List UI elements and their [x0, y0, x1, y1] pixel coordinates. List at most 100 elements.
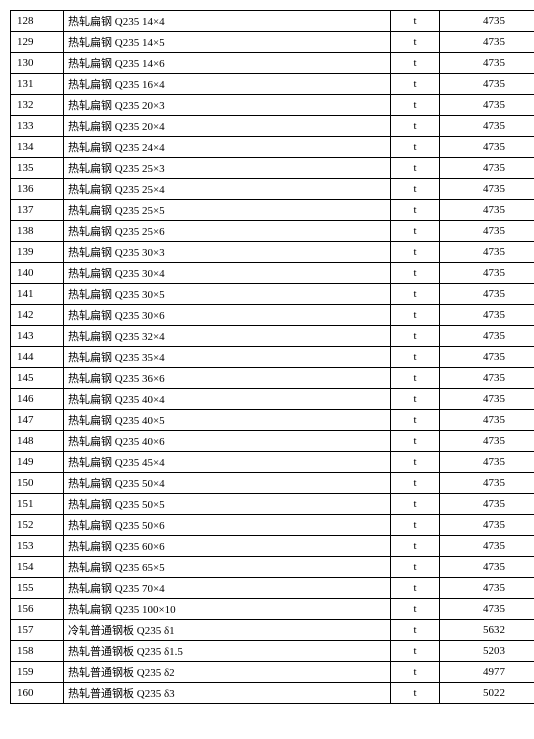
row-price: 4735	[440, 452, 534, 473]
table-row: 158热轧普通钢板 Q235 δ1.5t5203	[11, 641, 534, 662]
row-description: 热轧普通钢板 Q235 δ2	[64, 662, 391, 683]
row-unit: t	[391, 326, 440, 347]
row-index: 146	[11, 389, 64, 410]
row-unit: t	[391, 116, 440, 137]
row-index: 144	[11, 347, 64, 368]
row-index: 159	[11, 662, 64, 683]
row-index: 156	[11, 599, 64, 620]
row-price: 4735	[440, 263, 534, 284]
row-unit: t	[391, 200, 440, 221]
row-price: 4735	[440, 368, 534, 389]
row-index: 141	[11, 284, 64, 305]
row-price: 4735	[440, 116, 534, 137]
row-unit: t	[391, 599, 440, 620]
row-index: 140	[11, 263, 64, 284]
row-description: 热轧扁钢 Q235 45×4	[64, 452, 391, 473]
row-description: 热轧扁钢 Q235 20×3	[64, 95, 391, 116]
row-description: 热轧扁钢 Q235 25×4	[64, 179, 391, 200]
row-description: 热轧扁钢 Q235 50×4	[64, 473, 391, 494]
row-description: 热轧普通钢板 Q235 δ3	[64, 683, 391, 704]
table-row: 147热轧扁钢 Q235 40×5t4735	[11, 410, 534, 431]
row-price: 4735	[440, 137, 534, 158]
row-price: 4735	[440, 242, 534, 263]
row-price: 4735	[440, 494, 534, 515]
table-row: 141热轧扁钢 Q235 30×5t4735	[11, 284, 534, 305]
row-index: 137	[11, 200, 64, 221]
row-index: 150	[11, 473, 64, 494]
row-description: 热轧扁钢 Q235 14×4	[64, 11, 391, 32]
row-index: 132	[11, 95, 64, 116]
row-index: 138	[11, 221, 64, 242]
row-price: 4735	[440, 11, 534, 32]
row-index: 160	[11, 683, 64, 704]
row-unit: t	[391, 221, 440, 242]
row-description: 热轧扁钢 Q235 100×10	[64, 599, 391, 620]
steel-price-table: 128热轧扁钢 Q235 14×4t4735129热轧扁钢 Q235 14×5t…	[10, 10, 534, 704]
table-row: 160热轧普通钢板 Q235 δ3t5022	[11, 683, 534, 704]
row-price: 4735	[440, 557, 534, 578]
row-index: 129	[11, 32, 64, 53]
table-row: 146热轧扁钢 Q235 40×4t4735	[11, 389, 534, 410]
row-price: 4735	[440, 599, 534, 620]
row-index: 143	[11, 326, 64, 347]
row-description: 热轧扁钢 Q235 30×3	[64, 242, 391, 263]
row-description: 热轧扁钢 Q235 65×5	[64, 557, 391, 578]
row-index: 151	[11, 494, 64, 515]
row-price: 4735	[440, 179, 534, 200]
table-row: 148热轧扁钢 Q235 40×6t4735	[11, 431, 534, 452]
table-row: 144热轧扁钢 Q235 35×4t4735	[11, 347, 534, 368]
row-unit: t	[391, 389, 440, 410]
row-price: 5022	[440, 683, 534, 704]
row-unit: t	[391, 179, 440, 200]
row-price: 4735	[440, 53, 534, 74]
row-price: 4735	[440, 32, 534, 53]
row-unit: t	[391, 137, 440, 158]
row-price: 4735	[440, 389, 534, 410]
row-index: 139	[11, 242, 64, 263]
row-description: 热轧扁钢 Q235 36×6	[64, 368, 391, 389]
row-unit: t	[391, 578, 440, 599]
row-description: 热轧扁钢 Q235 16×4	[64, 74, 391, 95]
row-description: 热轧扁钢 Q235 30×5	[64, 284, 391, 305]
row-description: 热轧扁钢 Q235 25×6	[64, 221, 391, 242]
table-row: 157冷轧普通钢板 Q235 δ1t5632	[11, 620, 534, 641]
row-index: 155	[11, 578, 64, 599]
row-index: 158	[11, 641, 64, 662]
row-unit: t	[391, 452, 440, 473]
row-description: 热轧扁钢 Q235 50×6	[64, 515, 391, 536]
row-description: 热轧扁钢 Q235 50×5	[64, 494, 391, 515]
row-description: 热轧扁钢 Q235 32×4	[64, 326, 391, 347]
table-row: 156热轧扁钢 Q235 100×10t4735	[11, 599, 534, 620]
row-unit: t	[391, 620, 440, 641]
row-price: 5632	[440, 620, 534, 641]
table-row: 131热轧扁钢 Q235 16×4t4735	[11, 74, 534, 95]
row-index: 148	[11, 431, 64, 452]
table-row: 139热轧扁钢 Q235 30×3t4735	[11, 242, 534, 263]
row-index: 147	[11, 410, 64, 431]
row-description: 热轧扁钢 Q235 40×6	[64, 431, 391, 452]
table-row: 137热轧扁钢 Q235 25×5t4735	[11, 200, 534, 221]
row-price: 4735	[440, 95, 534, 116]
row-index: 136	[11, 179, 64, 200]
table-row: 138热轧扁钢 Q235 25×6t4735	[11, 221, 534, 242]
table-row: 133热轧扁钢 Q235 20×4t4735	[11, 116, 534, 137]
row-unit: t	[391, 536, 440, 557]
row-price: 4735	[440, 410, 534, 431]
row-price: 4735	[440, 515, 534, 536]
row-unit: t	[391, 32, 440, 53]
row-price: 4735	[440, 578, 534, 599]
row-unit: t	[391, 431, 440, 452]
row-price: 4977	[440, 662, 534, 683]
row-description: 热轧普通钢板 Q235 δ1.5	[64, 641, 391, 662]
row-index: 142	[11, 305, 64, 326]
row-description: 热轧扁钢 Q235 35×4	[64, 347, 391, 368]
row-unit: t	[391, 662, 440, 683]
row-price: 4735	[440, 473, 534, 494]
table-row: 143热轧扁钢 Q235 32×4t4735	[11, 326, 534, 347]
row-unit: t	[391, 515, 440, 536]
row-index: 154	[11, 557, 64, 578]
row-unit: t	[391, 347, 440, 368]
row-price: 5203	[440, 641, 534, 662]
row-index: 134	[11, 137, 64, 158]
row-description: 热轧扁钢 Q235 30×6	[64, 305, 391, 326]
